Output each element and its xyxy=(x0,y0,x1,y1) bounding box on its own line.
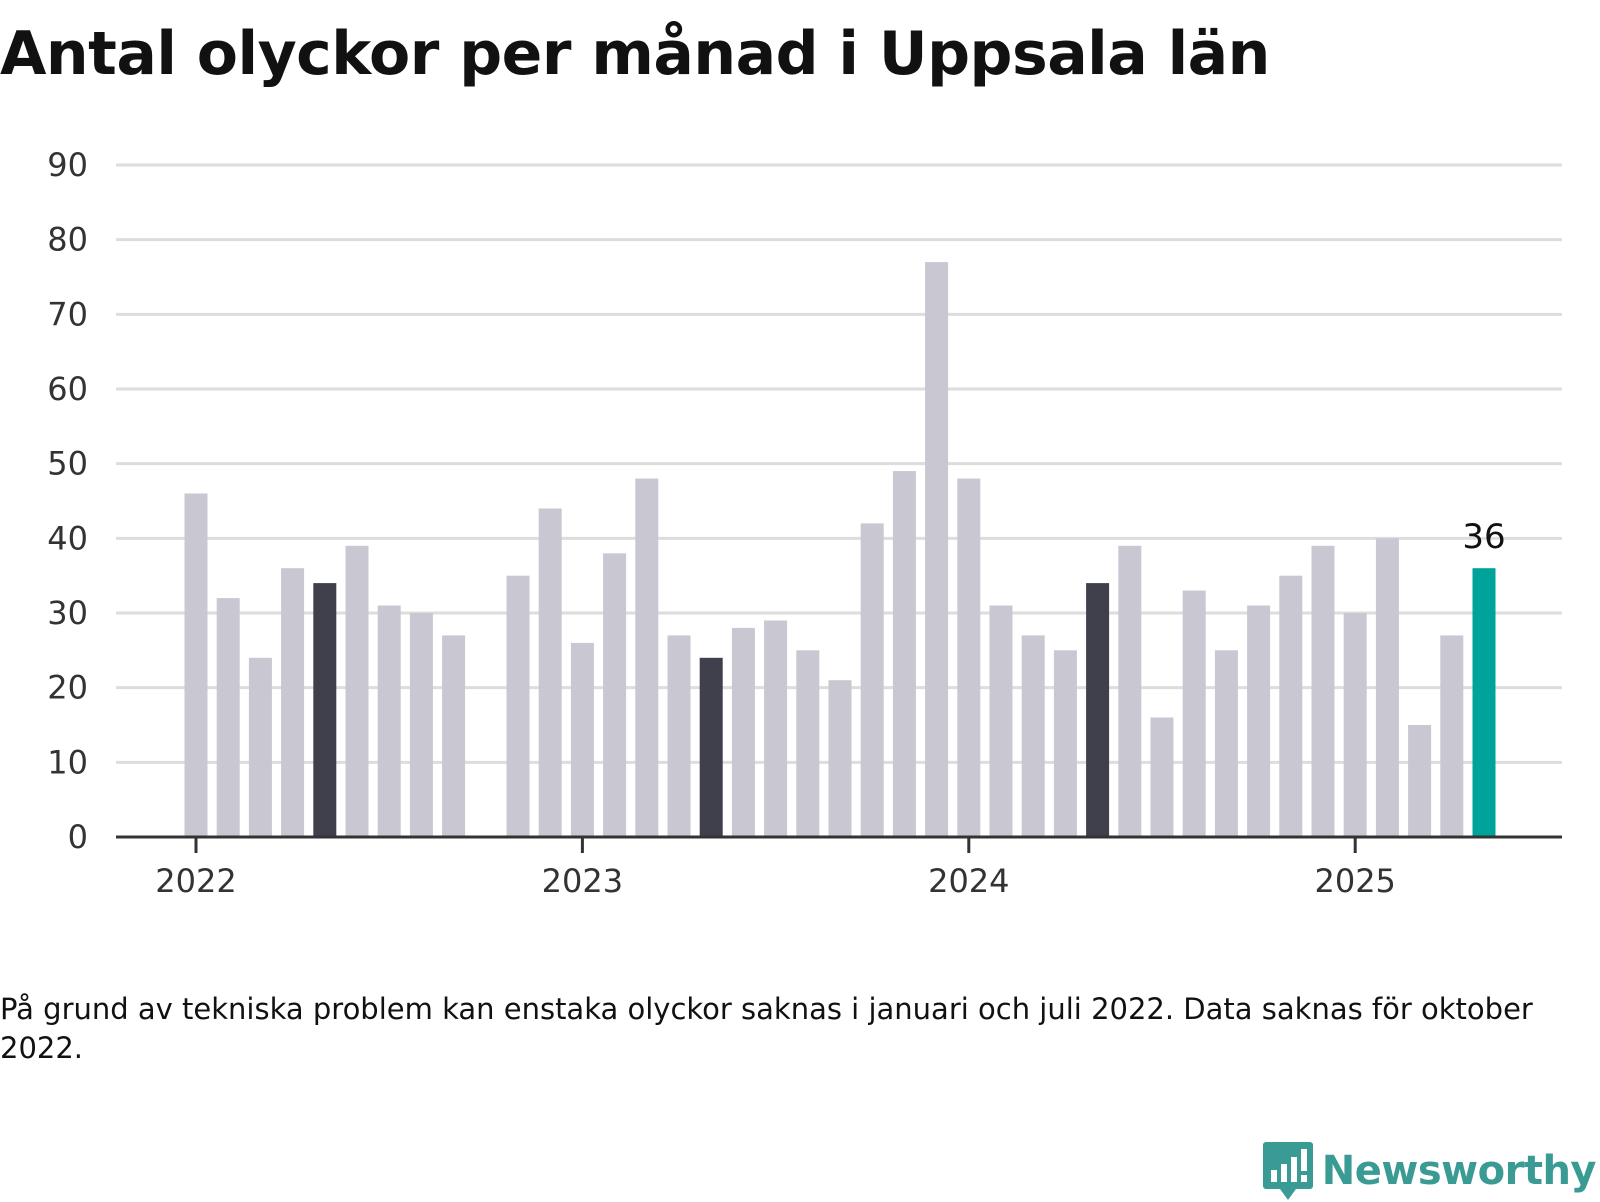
x-tick-label-2022: 2022 xyxy=(155,862,236,900)
bar-2023-11 xyxy=(892,471,916,837)
y-tick-label-20: 20 xyxy=(47,669,88,707)
bar-2022-06 xyxy=(345,545,369,837)
bar-2024-04 xyxy=(1053,650,1077,837)
data-labels: 36 xyxy=(1462,517,1505,557)
bar-2025-02 xyxy=(1375,538,1399,837)
bars xyxy=(184,262,1496,838)
x-tick-label-2023: 2023 xyxy=(542,862,623,900)
bar-2025-04 xyxy=(1440,635,1464,837)
y-tick-label-0: 0 xyxy=(68,818,88,856)
y-tick-label-70: 70 xyxy=(47,295,88,333)
brand-name: Newsworthy xyxy=(1321,1148,1597,1194)
y-tick-label-30: 30 xyxy=(47,594,88,632)
x-axis: 2022 2023 2024 2025 xyxy=(116,835,1562,900)
bar-2023-05 xyxy=(699,657,723,837)
bar-2024-10 xyxy=(1247,605,1271,837)
y-axis-tick-labels: 0 10 20 30 40 50 60 70 80 90 xyxy=(47,146,88,856)
bar-2022-03 xyxy=(248,657,272,837)
bar-2023-12 xyxy=(925,262,949,838)
bar-2024-12 xyxy=(1311,545,1335,837)
bar-2022-11 xyxy=(506,575,530,837)
footnote: På grund av tekniska problem kan enstaka… xyxy=(0,992,1533,1065)
bar-2024-09 xyxy=(1214,650,1238,837)
bar-2023-01 xyxy=(570,642,594,837)
chart-title: Antal olyckor per månad i Uppsala län xyxy=(0,19,1270,89)
data-label-2025-05: 36 xyxy=(1462,517,1505,557)
bar-2022-09 xyxy=(442,635,466,837)
bar-2024-11 xyxy=(1279,575,1303,837)
bar-2022-04 xyxy=(281,568,305,837)
bar-2024-03 xyxy=(1021,635,1045,837)
bar-2024-01 xyxy=(957,478,981,837)
brand-logo: Newsworthy xyxy=(1262,1140,1597,1202)
bar-2023-09 xyxy=(828,680,852,837)
y-tick-label-90: 90 xyxy=(47,146,88,184)
bar-2022-07 xyxy=(377,605,401,837)
bar-2023-08 xyxy=(796,650,820,837)
y-tick-label-10: 10 xyxy=(47,743,88,781)
y-tick-label-40: 40 xyxy=(47,519,88,557)
bar-2022-08 xyxy=(409,613,433,837)
bar-2025-03 xyxy=(1408,725,1432,837)
bar-chart-speech-bubble-icon xyxy=(1262,1142,1313,1200)
bar-2022-12 xyxy=(538,508,562,837)
x-tick-label-2024: 2024 xyxy=(928,862,1009,900)
bar-2022-02 xyxy=(216,598,240,837)
bar-2023-07 xyxy=(764,620,788,837)
y-tick-label-50: 50 xyxy=(47,445,88,483)
x-tick-label-2025: 2025 xyxy=(1314,862,1395,900)
bar-2024-08 xyxy=(1182,590,1206,837)
bar-2023-03 xyxy=(635,478,659,837)
bar-2024-05 xyxy=(1086,583,1110,837)
bar-2025-01 xyxy=(1343,613,1367,837)
bar-2022-01 xyxy=(184,493,208,837)
y-tick-label-80: 80 xyxy=(47,221,88,259)
bar-2025-05 xyxy=(1472,568,1496,837)
bar-2023-10 xyxy=(860,523,884,837)
y-tick-label-60: 60 xyxy=(47,370,88,408)
bar-2024-02 xyxy=(989,605,1013,837)
bar-2023-04 xyxy=(667,635,691,837)
bar-2022-05 xyxy=(313,583,337,837)
bar-2023-06 xyxy=(731,627,755,837)
bar-2023-02 xyxy=(603,553,627,837)
bar-2024-06 xyxy=(1118,545,1142,837)
bar-2024-07 xyxy=(1150,717,1174,837)
bar-chart: 0 10 20 30 40 50 60 70 80 90 2022 2023 2024 2025 36 xyxy=(47,146,1562,900)
